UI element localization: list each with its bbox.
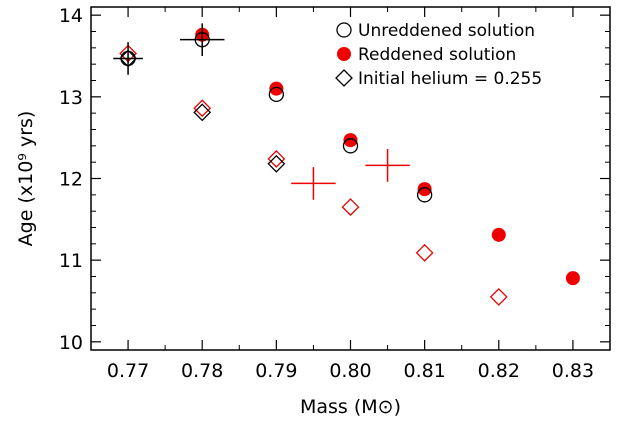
y-tick-label: 10 <box>59 332 83 354</box>
data-point <box>193 99 212 118</box>
data-point <box>341 198 360 217</box>
tick-labels: 0.77 0.78 0.79 0.80 0.81 0.82 0.83 10 11 12 13 14 <box>59 5 594 382</box>
x-axis-label: Mass (M⊙) <box>300 396 401 418</box>
y-tick-label: 14 <box>59 5 83 27</box>
x-tick-label: 0.79 <box>255 360 297 382</box>
data-point <box>415 243 434 262</box>
data-point <box>416 187 433 203</box>
data-point <box>491 227 506 242</box>
x-tick-label: 0.77 <box>107 360 149 382</box>
data-point <box>267 154 286 173</box>
data-marks <box>113 23 580 306</box>
plot-border <box>90 6 611 351</box>
data-point <box>489 287 508 306</box>
data-point <box>193 103 212 122</box>
y-tick-label: 11 <box>59 250 83 272</box>
legend-label: Initial helium = 0.255 <box>358 69 542 89</box>
legend-marker <box>336 22 352 38</box>
x-tick-label: 0.81 <box>403 360 445 382</box>
data-point <box>267 149 286 168</box>
legend-marker <box>335 69 353 87</box>
y-tick-label: 12 <box>59 169 83 191</box>
x-tick-label: 0.78 <box>181 360 223 382</box>
x-tick-label: 0.80 <box>329 360 371 382</box>
y-tick-label: 13 <box>59 87 83 109</box>
x-tick-label: 0.83 <box>552 360 594 382</box>
data-point <box>565 271 580 286</box>
axis-ticks <box>90 7 611 350</box>
data-point <box>417 182 432 197</box>
legend: Unreddened solution Reddened solution Init… <box>335 21 542 89</box>
x-tick-label: 0.82 <box>478 360 520 382</box>
y-axis-label: Age (x10⁹ yrs) <box>15 111 37 247</box>
legend-marker <box>337 47 351 61</box>
data-point <box>343 133 358 148</box>
plot-frame <box>90 6 611 351</box>
legend-label: Reddened solution <box>358 45 516 65</box>
data-point <box>342 138 359 154</box>
data-point <box>269 81 284 96</box>
data-point <box>268 86 285 103</box>
legend-label: Unreddened solution <box>358 21 535 41</box>
